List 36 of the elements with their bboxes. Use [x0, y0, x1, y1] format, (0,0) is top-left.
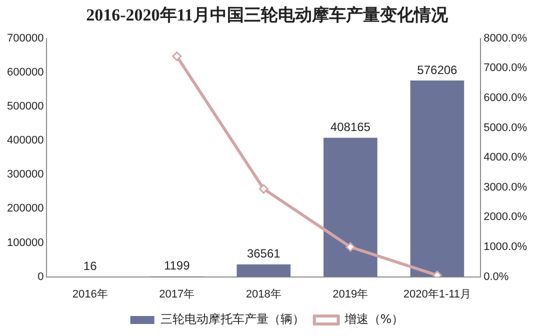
y-tick-label: 500000 [6, 100, 44, 113]
y-tick-label: 400000 [6, 134, 44, 147]
x-tick-label: 2018年 [246, 288, 282, 300]
y2-tick-label: 2000.0% [484, 211, 528, 224]
point [258, 184, 268, 194]
y2-tick-label: 5000.0% [484, 122, 528, 134]
y-tick-label: 0 [38, 270, 44, 283]
bar [410, 80, 464, 277]
x-tick-label: 2019年 [332, 288, 368, 300]
data-label: 1199 [164, 258, 190, 273]
bar [236, 264, 291, 277]
y2-tick-label: 1000.0% [484, 241, 528, 254]
data-label: 576206 [417, 62, 458, 77]
data-label: 36561 [246, 246, 281, 261]
bar [324, 138, 378, 277]
x-tick-label: 2020年1-11月 [403, 288, 472, 300]
point [346, 242, 356, 252]
x-tick-label: 2016年 [72, 288, 108, 300]
y-tick-label: 100000 [6, 236, 44, 249]
y-tick-label: 700000 [6, 32, 44, 44]
y2-tick-label: 8000.0% [484, 32, 528, 44]
data-label: 16 [83, 259, 98, 274]
y2-tick-label: 0.0% [484, 270, 509, 283]
y2-tick-label: 7000.0% [484, 62, 528, 74]
point [172, 52, 182, 62]
y2-tick-label: 3000.0% [484, 181, 528, 194]
x-tick-label: 2017年 [159, 288, 195, 300]
y-tick-label: 600000 [6, 66, 44, 78]
data-label: 408165 [330, 120, 371, 134]
chart-title: 2016-2020年11月中国三轮电动摩车产量变化情况 [86, 6, 449, 25]
legend-label: 增速（%） [343, 312, 404, 326]
y-tick-label: 200000 [6, 202, 44, 215]
y2-tick-label: 4000.0% [484, 152, 528, 164]
legend-label: 三轮电动摩托车产量（辆） [160, 312, 304, 326]
y-tick-label: 300000 [6, 168, 44, 181]
y2-tick-label: 6000.0% [484, 92, 528, 104]
